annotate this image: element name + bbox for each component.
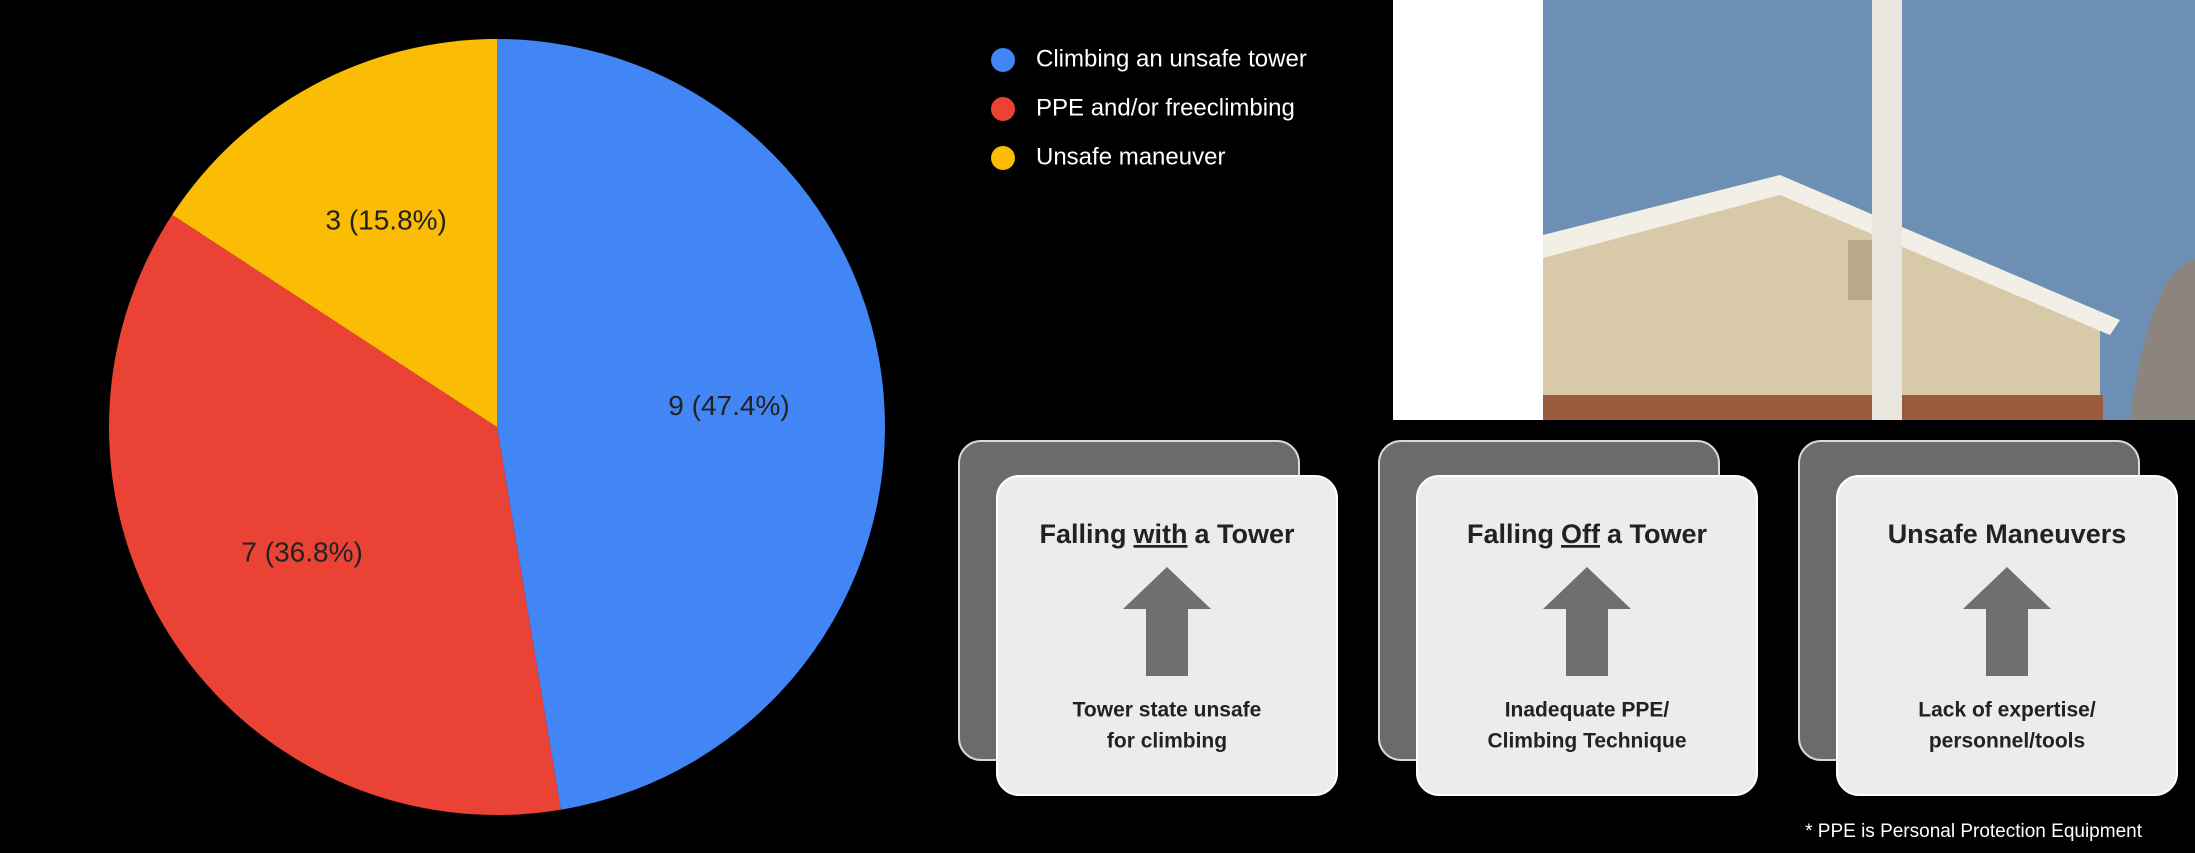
card-title: Falling with a Tower bbox=[1039, 519, 1295, 549]
card-title: Unsafe Maneuvers bbox=[1888, 519, 2127, 549]
card-cause: Lack of expertise/ bbox=[1918, 699, 2096, 722]
slice-label: 7 (36.8%) bbox=[241, 537, 362, 568]
card-cause: Inadequate PPE/ bbox=[1505, 699, 1670, 722]
pie-slice bbox=[497, 39, 885, 810]
legend-label: Unsafe maneuver bbox=[1036, 143, 1225, 170]
tower bbox=[1872, 0, 1902, 420]
card-title-part: Falling bbox=[1039, 519, 1126, 549]
card-cause: for climbing bbox=[1107, 730, 1227, 753]
legend: Climbing an unsafe tower PPE and/or freec… bbox=[991, 45, 1307, 170]
card: Falling with a Tower Tower state unsafe for … bbox=[958, 440, 1338, 796]
legend-swatch bbox=[991, 97, 1015, 121]
roof-edge bbox=[1543, 175, 2120, 335]
pie: 9 (47.4%) 7 (36.8%) 3 (15.8%) bbox=[109, 39, 885, 815]
card: Unsafe Maneuvers Lack of expertise/person… bbox=[1798, 440, 2178, 796]
arrow bbox=[1543, 567, 1631, 676]
card-title: Falling Off a Tower bbox=[1467, 519, 1708, 549]
legend-swatch bbox=[991, 48, 1015, 72]
pie-slice bbox=[109, 214, 561, 815]
slice-label: 9 (47.4%) bbox=[668, 390, 789, 421]
card-cause: personnel/tools bbox=[1929, 730, 2085, 753]
arrow bbox=[1123, 567, 1211, 676]
card-title-part: Unsafe Maneuvers bbox=[1888, 519, 2127, 549]
legend-swatch bbox=[991, 146, 1015, 170]
card-cause: Tower state unsafe bbox=[1073, 699, 1262, 722]
photo bbox=[1543, 0, 2195, 420]
legend-label: Climbing an unsafe tower bbox=[1036, 45, 1307, 72]
pie-slice bbox=[172, 39, 497, 427]
card-title-part: a Tower bbox=[1194, 519, 1295, 549]
legend-label: PPE and/or freeclimbing bbox=[1036, 94, 1295, 121]
arrow bbox=[1963, 567, 2051, 676]
brick bbox=[1543, 395, 2103, 420]
footnote: * PPE is Personal Protection Equipment bbox=[1805, 821, 2143, 842]
house-wall bbox=[1543, 190, 2100, 420]
dish bbox=[2130, 260, 2195, 420]
slice-label: 3 (15.8%) bbox=[325, 205, 446, 236]
card: Falling Off a Tower Inadequate PPE/Climbing… bbox=[1378, 440, 1758, 796]
card-title-part: a Tower bbox=[1607, 519, 1708, 549]
card-title-part: Falling bbox=[1467, 519, 1554, 549]
card-title-part: Off bbox=[1561, 519, 1601, 549]
card-cause: Climbing Technique bbox=[1487, 730, 1686, 753]
card-title-part: with bbox=[1132, 519, 1187, 549]
